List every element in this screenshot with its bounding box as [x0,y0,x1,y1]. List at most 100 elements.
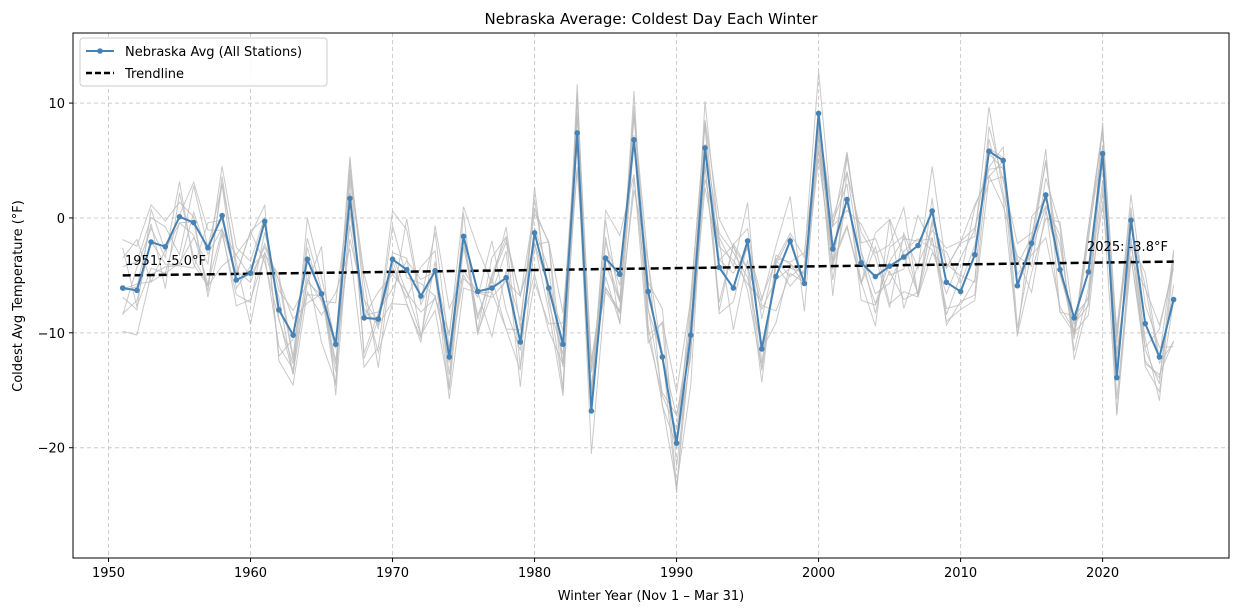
data-point [531,230,538,236]
data-point [1156,354,1163,360]
x-tick-label: 2020 [1086,566,1119,581]
data-point [446,354,453,360]
data-point [659,354,666,360]
data-point [702,145,708,151]
grid [73,33,1229,558]
station-lines [122,71,1175,494]
data-point [1114,374,1120,381]
axis-ticks: 1950 1960 1970 1980 1990 2000 2010 2020 −20 −10 0 1… [38,97,1120,581]
data-point [986,148,992,155]
data-point [176,214,183,220]
data-point [829,246,836,252]
x-tick-label: 1990 [660,566,693,581]
data-point [148,239,154,245]
data-point [673,440,680,446]
y-axis-label: Coldest Avg Temperature (°F) [11,200,26,392]
data-point [332,341,339,348]
data-point [1028,240,1035,247]
data-point [1014,282,1021,289]
data-point [134,287,140,294]
x-tick-label: 1970 [376,566,409,581]
data-point [631,137,637,143]
data-point [915,242,921,249]
data-point [361,315,367,321]
data-point [900,254,907,260]
data-point [744,238,751,244]
data-point [844,196,850,203]
data-point [304,256,311,263]
data-point [957,288,964,295]
data-point [418,293,424,299]
x-tick-label: 2010 [944,566,977,581]
y-tick-label: −10 [38,327,65,342]
data-point [545,285,552,291]
data-point [1000,157,1006,164]
data-point [205,245,211,251]
data-point [517,339,524,345]
data-point [460,233,467,240]
data-point [403,266,410,273]
data-point [602,255,609,261]
data-point [815,110,822,117]
data-point [276,307,282,313]
data-point [1071,315,1078,321]
data-point [290,332,296,338]
y-tick-label: 0 [57,212,65,227]
data-point [886,263,893,270]
data-point [758,346,765,352]
data-point [162,243,169,250]
data-point [1128,217,1134,224]
data-point [560,341,566,348]
data-point [645,288,651,295]
data-point [261,218,268,225]
data-point [1099,150,1106,157]
annotation-end: 2025: -3.8°F [1087,240,1168,255]
data-point [432,268,438,274]
x-tick-label: 2000 [802,566,835,581]
station-line [122,90,1175,488]
data-point [375,316,382,322]
data-point [716,264,722,271]
station-line [122,98,1175,447]
data-point [233,277,240,283]
data-point [247,270,254,276]
chart-title: Nebraska Average: Coldest Day Each Winte… [484,10,818,28]
annotation-start: 1951: -5.0°F [125,254,206,269]
y-tick-label: −20 [38,442,65,457]
station-line [122,71,1175,431]
data-point [773,273,779,280]
data-point [971,251,978,258]
data-point [503,274,509,281]
data-point [687,332,694,338]
y-tick-label: 10 [48,97,65,112]
data-point [119,285,126,291]
legend: Nebraska Avg (All Stations) Trendline [79,37,328,87]
data-point [872,273,879,280]
data-point [787,238,793,244]
data-point [943,279,950,286]
data-point [801,280,808,287]
data-point [730,285,737,291]
x-tick-label: 1960 [234,566,267,581]
data-point [1043,192,1049,198]
data-point [190,219,197,226]
data-point [489,285,495,291]
data-point [929,208,935,214]
data-point [219,212,225,219]
x-tick-label: 1950 [92,566,125,581]
legend-avg-marker [97,48,103,54]
data-point [318,290,325,297]
average-series [119,110,1177,446]
trendline-path [122,260,1174,277]
legend-avg-label: Nebraska Avg (All Stations) [125,45,302,60]
data-point [1142,320,1149,327]
data-point [1170,296,1177,303]
data-point [574,130,580,136]
data-point [1057,266,1063,273]
station-line [122,133,1175,494]
data-point [588,408,595,414]
data-point [474,288,481,295]
x-axis-label: Winter Year (Nov 1 – Mar 31) [558,589,745,604]
data-point [858,259,864,266]
